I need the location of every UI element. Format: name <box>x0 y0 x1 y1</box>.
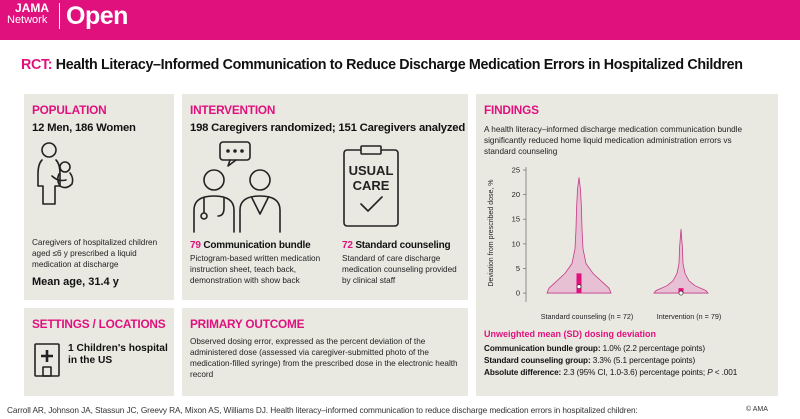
population-subheading: 12 Men, 186 Women <box>32 122 136 134</box>
arm1-heading: 79 Communication bundle <box>190 240 311 251</box>
header-bar: JAMA Network Open <box>0 0 800 40</box>
findings-heading: FINDINGS <box>484 103 539 117</box>
usual-care-card-icon: USUAL CARE <box>343 145 399 227</box>
result-p-value: < .001 <box>714 368 738 377</box>
y-tick-label: 10 <box>512 239 520 248</box>
findings-panel: FINDINGS A health literacy–informed disc… <box>476 94 778 396</box>
outcome-panel: PRIMARY OUTCOME Observed dosing error, e… <box>182 308 468 396</box>
iqr-box-intervention <box>678 288 684 294</box>
logo-jama-text: JAMA <box>15 1 50 15</box>
page-title: RCT: Health Literacy–Informed Communicat… <box>21 57 743 73</box>
title-prefix: RCT: <box>21 57 53 73</box>
caregiver-with-child-icon <box>37 142 74 205</box>
result-difference-value: 2.3 (95% CI, 1.0-3.6) percentage points; <box>563 368 705 377</box>
findings-summary: A health literacy–informed discharge med… <box>484 125 743 156</box>
median-point-standard <box>576 284 582 289</box>
result-bundle: Communication bundle group: 1.0% (2.2 pe… <box>484 344 705 353</box>
arm2-label: Standard counseling <box>355 240 451 251</box>
x-category-label: Standard counseling (n = 72) <box>541 312 634 321</box>
y-tick-label: 5 <box>516 264 520 273</box>
arm2-count: 72 <box>342 240 353 251</box>
population-panel: POPULATION 12 Men, 186 Women Caregivers … <box>24 94 174 300</box>
result-standard: Standard counseling group: 3.3% (5.1 per… <box>484 356 695 365</box>
intervention-heading: INTERVENTION <box>190 103 276 117</box>
usual-care-line1: USUAL <box>349 163 394 178</box>
population-mean-age: Mean age, 31.4 y <box>32 276 119 288</box>
result-standard-value: 3.3% (5.1 percentage points) <box>592 356 696 365</box>
clinicians-communication-icon <box>193 141 281 233</box>
population-heading: POPULATION <box>32 103 107 117</box>
y-axis-label: Deviation from prescribed dose, % <box>488 180 495 287</box>
violin-standard <box>546 177 612 294</box>
violin-chart: Deviation from prescribed dose, % 0 5 10 15… <box>488 166 722 322</box>
dosing-deviation-heading: Unweighted mean (SD) dosing deviation <box>484 329 657 339</box>
arm1-count: 79 <box>190 240 201 251</box>
arm2-heading: 72 Standard counseling <box>342 240 451 251</box>
result-bundle-label: Communication bundle group: <box>484 344 601 353</box>
outcome-text: Observed dosing error, expressed as the … <box>190 337 458 379</box>
outcome-heading: PRIMARY OUTCOME <box>190 317 305 331</box>
intervention-panel: INTERVENTION 198 Caregivers randomized; … <box>182 94 468 300</box>
y-tick-label: 20 <box>512 190 520 199</box>
hospital-icon <box>34 343 60 377</box>
logo-network-text: Network <box>7 14 48 26</box>
settings-panel: SETTINGS / LOCATIONS 1 Children's hospit… <box>24 308 174 396</box>
copyright: © AMA <box>746 406 768 413</box>
settings-text: 1 Children's hospital in the US <box>68 343 168 366</box>
violin-intervention <box>653 229 709 294</box>
result-standard-label: Standard counseling group: <box>484 356 591 365</box>
usual-care-line2: CARE <box>353 178 390 193</box>
y-tick-label: 25 <box>512 166 520 175</box>
result-difference: Absolute difference: 2.3 (95% CI, 1.0-3.… <box>484 368 737 377</box>
iqr-box-standard <box>576 273 582 294</box>
logo-divider <box>59 3 60 29</box>
intervention-randomized: 198 Caregivers randomized; 151 Caregiver… <box>190 122 466 134</box>
x-category-label: Intervention (n = 79) <box>657 312 722 321</box>
result-difference-label: Absolute difference: <box>484 368 562 377</box>
arm1-description: Pictogram-based written medication instr… <box>190 254 321 285</box>
arm1-label: Communication bundle <box>203 240 311 251</box>
population-description: Caregivers of hospitalized children aged… <box>32 238 158 269</box>
settings-heading: SETTINGS / LOCATIONS <box>32 317 166 331</box>
result-p-symbol: P <box>707 368 713 377</box>
result-bundle-value: 1.0% (2.2 percentage points) <box>602 344 705 353</box>
y-tick-label: 0 <box>516 289 520 298</box>
arm2-description: Standard of care discharge medication co… <box>342 254 457 285</box>
citation: Carroll AR, Johnson JA, Stassun JC, Gree… <box>7 405 638 415</box>
title-text: Health Literacy–Informed Communication t… <box>55 57 743 73</box>
median-point-intervention <box>678 290 684 296</box>
logo-open-text: Open <box>66 2 128 30</box>
y-tick-label: 15 <box>512 215 520 224</box>
